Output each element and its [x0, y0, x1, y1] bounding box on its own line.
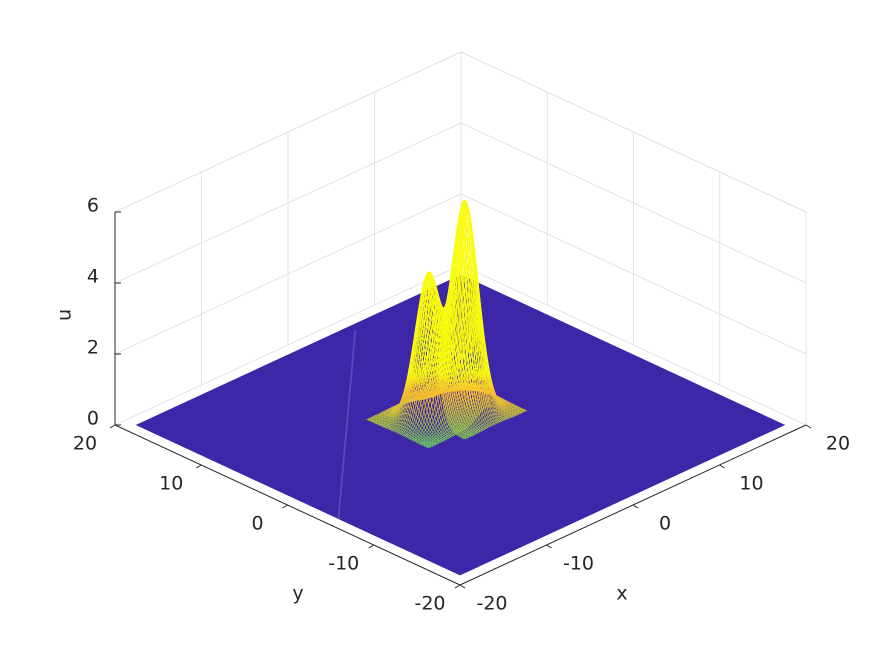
y-tick-label: -10 [328, 553, 359, 575]
x-tick-label: 10 [739, 473, 763, 495]
z-axis-label: u [54, 309, 76, 321]
grid-segment [460, 193, 807, 355]
mesh-line [369, 417, 432, 448]
grid-segment [460, 264, 807, 426]
mesh-line [412, 252, 476, 442]
y-tick [195, 464, 202, 469]
mesh-line [425, 392, 488, 448]
mesh-line [423, 382, 487, 447]
y-tick-label: 20 [73, 433, 97, 455]
mesh-line [415, 294, 479, 444]
y-tick [454, 584, 461, 589]
x-tick-label: -10 [563, 553, 594, 575]
x-tick-label: -20 [476, 593, 507, 615]
mesh-line [418, 335, 482, 445]
x-tick [632, 504, 639, 509]
mesh-line [463, 409, 526, 440]
x-tick [805, 424, 812, 429]
grid-segment [114, 51, 462, 213]
mesh-line [426, 401, 490, 449]
y-axis-label: y [292, 583, 303, 605]
grid-line [114, 193, 807, 355]
x-axis-label: x [616, 583, 627, 605]
x-tick [546, 544, 552, 549]
y-tick-label: 0 [251, 513, 263, 535]
mesh-line [391, 304, 454, 437]
grid-line [114, 122, 807, 284]
mesh-line [373, 415, 437, 446]
mesh-line [367, 418, 431, 449]
grid-segment [460, 122, 807, 284]
mesh-line [381, 388, 445, 442]
mesh-line [394, 282, 457, 436]
y-tick [282, 504, 288, 509]
mesh-line [404, 199, 468, 438]
grid-segment [114, 193, 462, 355]
x-tick [719, 464, 725, 469]
mesh-line [414, 273, 478, 443]
z-tick-label: 4 [87, 266, 99, 288]
mesh-line [377, 412, 440, 444]
y-tick-label: -20 [414, 593, 445, 615]
mesh-line [409, 217, 473, 441]
y-tick-label: 10 [159, 473, 183, 495]
mesh-line [375, 415, 438, 445]
mesh-line [456, 406, 520, 437]
x-tick-label: 0 [659, 513, 671, 535]
mesh-line [408, 206, 471, 440]
z-tick-label: 0 [87, 408, 99, 430]
z-tick-label: 2 [87, 337, 99, 359]
grid-segment [114, 122, 462, 284]
mesh-line [461, 409, 525, 439]
mesh-line [420, 353, 484, 446]
mesh-line [395, 275, 459, 435]
mesh-line [411, 233, 475, 441]
grid-line [114, 264, 807, 426]
mesh-line [417, 315, 481, 444]
y-tick [109, 424, 116, 429]
mesh-line [384, 363, 448, 441]
mesh-line [458, 407, 522, 437]
mesh-line [370, 417, 434, 447]
x-tick-label: 20 [826, 433, 850, 455]
mesh-line [459, 408, 523, 438]
mesh-line [380, 398, 443, 443]
mesh-line [406, 200, 470, 439]
z-tick-label: 6 [87, 195, 99, 217]
y-tick [368, 544, 375, 549]
mesh-line [372, 416, 435, 447]
x-tick [459, 584, 466, 589]
grid-segment [460, 51, 807, 213]
mesh-line [422, 369, 485, 447]
mesh-line [383, 376, 446, 441]
mesh-line [378, 406, 442, 444]
mesh-line [403, 204, 467, 437]
grid-line [114, 51, 807, 213]
mesh-line [400, 229, 464, 436]
grid-segment [114, 264, 462, 426]
surface-peak [366, 199, 492, 449]
mesh-line [401, 214, 465, 437]
surface-ridge [337, 330, 357, 520]
